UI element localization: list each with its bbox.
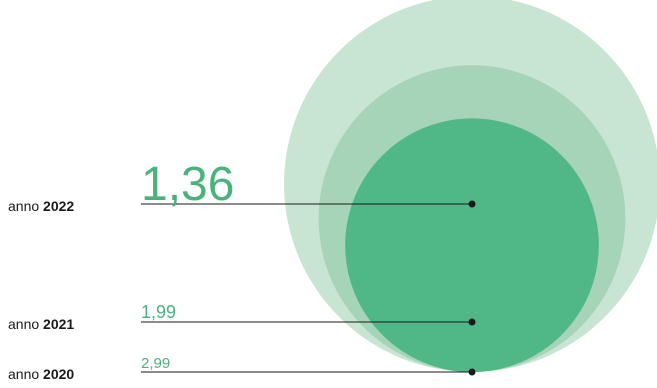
year-label-2021: anno 2021: [8, 316, 74, 332]
value-label-2020: 2,99: [141, 355, 170, 372]
bubble-2022: [345, 118, 599, 373]
year-label-year: 2022: [43, 198, 74, 214]
year-label-2020: anno 2020: [8, 366, 74, 382]
circles-layer: [284, 0, 657, 373]
value-label-2021: 1,99: [141, 302, 176, 322]
leader-dot-2022: [468, 200, 476, 208]
leaders-layer: [141, 200, 476, 376]
year-label-2022: anno 2022: [8, 198, 74, 214]
year-label-prefix: anno: [8, 316, 43, 332]
value-label-2022: 1,36: [141, 158, 234, 211]
year-label-prefix: anno: [8, 366, 43, 382]
year-label-year: 2021: [43, 316, 74, 332]
year-label-prefix: anno: [8, 198, 43, 214]
year-label-year: 2020: [43, 366, 74, 382]
leader-dot-2021: [468, 318, 476, 326]
leader-dot-2020: [468, 368, 476, 376]
labels-layer: anno 2022 1,36 anno 2021 1,99 anno 2020 2,99: [8, 158, 234, 382]
